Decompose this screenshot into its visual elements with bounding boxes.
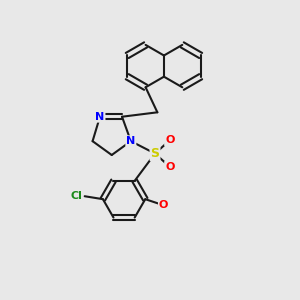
Text: Cl: Cl [70, 191, 82, 201]
Text: S: S [151, 147, 160, 160]
Text: O: O [159, 200, 168, 210]
Text: N: N [126, 136, 136, 146]
Text: O: O [165, 135, 174, 145]
Text: N: N [95, 112, 105, 122]
Text: O: O [165, 162, 174, 172]
